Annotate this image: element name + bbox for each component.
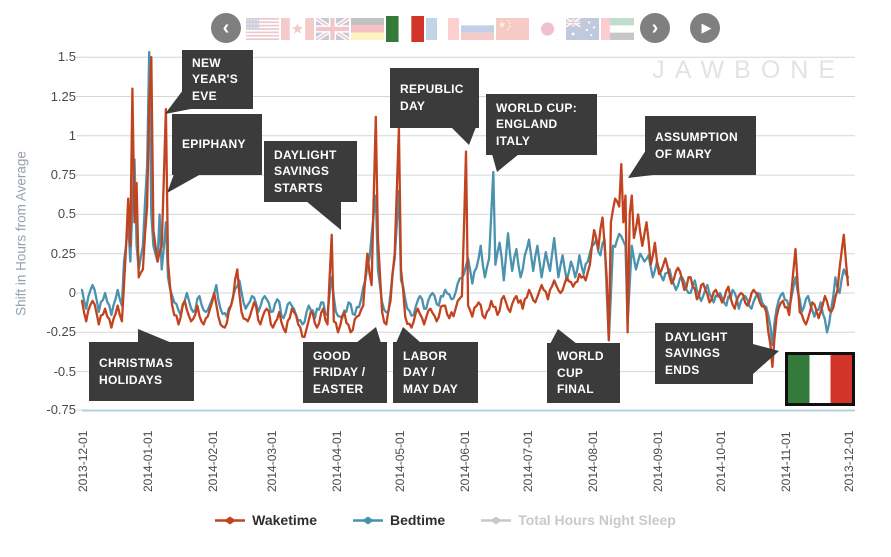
y-tick-label: -0.25	[46, 324, 76, 340]
x-tick-label: 2013-12-01	[76, 430, 90, 492]
callout-pointer-christmas-holidays	[138, 329, 172, 343]
x-tick-label: 2014-07-01	[520, 430, 535, 492]
legend-label: Total Hours Night Sleep	[518, 512, 676, 528]
callout-good-friday-easter: GOOD FRIDAY / EASTER	[303, 342, 387, 403]
flag-cn[interactable]	[496, 18, 529, 40]
callout-pointer-labor-day-may-day	[396, 327, 421, 343]
prev-country-button[interactable]: ‹	[211, 13, 241, 43]
flag-au[interactable]	[566, 18, 599, 40]
flag-ru[interactable]	[461, 18, 494, 40]
callout-pointer-world-cup-england-italy	[492, 154, 519, 172]
x-tick-label: 2014-01-01	[141, 430, 156, 492]
y-tick-label: 0.5	[57, 206, 76, 222]
italy-flag-badge	[785, 352, 855, 406]
play-button[interactable]: ▶	[690, 13, 720, 43]
bedtime-line	[80, 50, 850, 347]
legend-marker-icon	[215, 516, 246, 524]
flag-us[interactable]	[246, 18, 279, 40]
x-tick-label: 2014-04-01	[329, 430, 344, 492]
y-tick-label: 0.25	[50, 245, 76, 261]
jawbone-watermark: JAWBONE	[652, 56, 845, 84]
callout-pointer-daylight-savings-ends	[753, 344, 779, 374]
x-tick-label: 2014-05-01	[392, 430, 407, 492]
x-tick-label: 2014-06-01	[457, 430, 472, 492]
x-tick-label: 2014-02-01	[206, 430, 221, 492]
y-tick-label: 0.75	[50, 167, 76, 183]
x-tick-label: 2014-08-01	[585, 430, 600, 492]
callout-daylight-savings-ends: DAYLIGHT SAVINGS ENDS	[655, 323, 753, 384]
legend-label: Bedtime	[389, 512, 446, 528]
callout-daylight-savings-starts: DAYLIGHT SAVINGS STARTS	[264, 141, 357, 202]
legend-marker-icon	[352, 516, 383, 524]
y-tick-label: 1	[68, 127, 76, 143]
next-country-button[interactable]: ›	[640, 13, 670, 43]
callout-new-years-eve: NEW YEAR'S EVE	[182, 50, 253, 109]
y-tick-label: 0	[68, 285, 76, 300]
callout-epiphany: EPIPHANY	[172, 114, 262, 175]
legend-label: Waketime	[252, 512, 317, 528]
callout-republic-day: REPUBLIC DAY	[390, 68, 479, 128]
callout-pointer-world-cup-final	[550, 329, 577, 344]
flag-fr[interactable]	[426, 18, 459, 40]
flag-ae[interactable]	[601, 18, 634, 40]
legend-marker-icon	[481, 516, 512, 524]
y-tick-label: 1.25	[50, 88, 76, 104]
x-tick-label: 2013-12-01	[842, 430, 856, 492]
legend-bedtime[interactable]: Bedtime	[352, 512, 446, 528]
x-tick-label: 2014-09-01	[651, 430, 666, 492]
callout-pointer-good-friday-easter	[356, 327, 381, 343]
x-tick-label: 2014-11-01	[779, 431, 794, 493]
legend-waketime[interactable]: Waketime	[215, 512, 317, 528]
callout-world-cup-final: WORLD CUP FINAL	[547, 343, 620, 403]
callout-pointer-epiphany	[167, 174, 201, 193]
x-tick-label: 2014-03-01	[264, 430, 279, 492]
callout-pointer-republic-day	[451, 127, 476, 145]
chart-legend: Waketime Bedtime Total Hours Night Sleep	[0, 512, 891, 528]
flag-ca[interactable]	[281, 18, 314, 40]
x-tick-label: 2014-10-01	[713, 430, 728, 492]
legend-total-hours-night-sleep[interactable]: Total Hours Night Sleep	[481, 512, 676, 528]
flag-jp[interactable]	[531, 18, 564, 40]
callout-labor-day-may-day: LABOR DAY / MAY DAY	[393, 342, 478, 403]
flag-de[interactable]	[351, 18, 384, 40]
flag-gb[interactable]	[316, 18, 349, 40]
waketime-line	[80, 56, 850, 369]
callout-christmas-holidays: CHRISTMAS HOLIDAYS	[89, 342, 194, 401]
callout-world-cup-england-italy: WORLD CUP: ENGLAND ITALY	[486, 94, 597, 155]
callout-pointer-daylight-savings-starts	[306, 201, 341, 230]
country-flag-list	[246, 14, 634, 44]
y-tick-label: 1.5	[57, 49, 76, 65]
y-tick-label: -0.75	[46, 402, 76, 417]
y-tick-label: -0.5	[53, 363, 76, 379]
flag-it[interactable]	[386, 16, 424, 42]
callout-assumption-of-mary: ASSUMPTION OF MARY	[645, 116, 756, 175]
